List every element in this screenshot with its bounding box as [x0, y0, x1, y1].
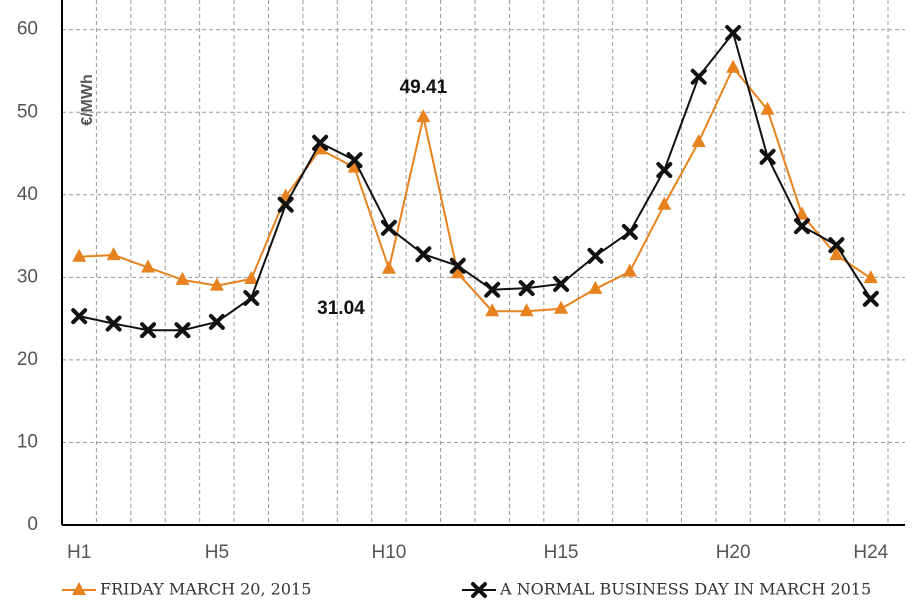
point: [381, 260, 396, 274]
point-x: [690, 68, 707, 85]
point: [277, 196, 294, 213]
point-x: [862, 290, 879, 307]
y-tick-label: 60: [17, 19, 38, 40]
x-tick-label: H24: [853, 542, 888, 563]
point: [174, 322, 191, 339]
point: [829, 247, 844, 261]
point: [726, 59, 741, 73]
point: [140, 322, 157, 339]
point: [621, 223, 638, 240]
point: [518, 280, 535, 297]
point: [657, 196, 672, 210]
point: [72, 248, 87, 262]
x-tick-label: H5: [205, 542, 229, 563]
point: [553, 275, 570, 292]
point: [209, 277, 224, 291]
point-x: [312, 134, 329, 151]
point: [450, 265, 465, 279]
point-x: [140, 322, 157, 339]
point: [312, 134, 329, 151]
x-tick-label: H15: [544, 542, 579, 563]
point: [71, 308, 88, 325]
point-x: [415, 246, 432, 263]
series-line: [79, 65, 872, 313]
series-line: [78, 30, 872, 332]
point: [760, 101, 775, 115]
point-x: [553, 275, 570, 292]
point: [691, 133, 706, 147]
point: [105, 315, 122, 332]
legend-label: FRIDAY MARCH 20, 2015: [100, 580, 311, 599]
point: [72, 582, 86, 595]
point: [587, 247, 604, 264]
y-tick-label: 50: [17, 101, 38, 122]
point: [725, 25, 742, 42]
y-axis-label: €/MWh: [79, 74, 96, 126]
point: [588, 280, 603, 294]
point: [243, 289, 260, 306]
point: [656, 162, 673, 179]
point-x: [243, 289, 260, 306]
point-x: [277, 196, 294, 213]
point-x: [174, 322, 191, 339]
point-x: [725, 25, 742, 42]
point: [519, 303, 534, 317]
annotation: 49.41: [400, 77, 448, 98]
point-x: [793, 218, 810, 235]
point: [415, 246, 432, 263]
point: [622, 263, 637, 277]
point: [794, 206, 809, 220]
point: [471, 582, 487, 598]
annotation: 31.04: [317, 298, 365, 319]
point: [244, 271, 259, 285]
point-x: [828, 237, 845, 254]
point: [759, 148, 776, 165]
y-tick-label: 30: [17, 266, 38, 287]
point-x: [71, 308, 88, 325]
point: [862, 290, 879, 307]
point: [175, 271, 190, 285]
point-x: [484, 281, 501, 298]
point-x: [587, 247, 604, 264]
point: [106, 247, 121, 261]
point: [554, 300, 569, 314]
y-tick-label: 20: [17, 349, 38, 370]
y-tick-label: 10: [17, 431, 38, 452]
point: [863, 270, 878, 284]
y-tick-label: 40: [17, 184, 38, 205]
y-tick-label: 0: [27, 514, 38, 535]
legend-label: A NORMAL BUSINESS DAY IN MARCH 2015: [499, 580, 871, 599]
x-tick-label: H20: [716, 542, 751, 563]
point-x: [105, 315, 122, 332]
point: [346, 152, 363, 169]
point: [347, 159, 362, 173]
point: [793, 218, 810, 235]
point: [449, 257, 466, 274]
point-x: [449, 257, 466, 274]
point-x: [759, 148, 776, 165]
point: [380, 219, 397, 236]
point-x: [208, 313, 225, 330]
point: [208, 313, 225, 330]
point-x: [656, 162, 673, 179]
point: [828, 237, 845, 254]
point-x: [380, 219, 397, 236]
point: [690, 68, 707, 85]
x-tick-label: H1: [67, 542, 91, 563]
point: [485, 303, 500, 317]
point-x: [346, 152, 363, 169]
point-x: [621, 223, 638, 240]
point: [484, 281, 501, 298]
point-x: [471, 582, 487, 598]
x-tick-label: H10: [372, 542, 407, 563]
point: [416, 109, 431, 123]
point-x: [518, 280, 535, 297]
point: [141, 259, 156, 273]
